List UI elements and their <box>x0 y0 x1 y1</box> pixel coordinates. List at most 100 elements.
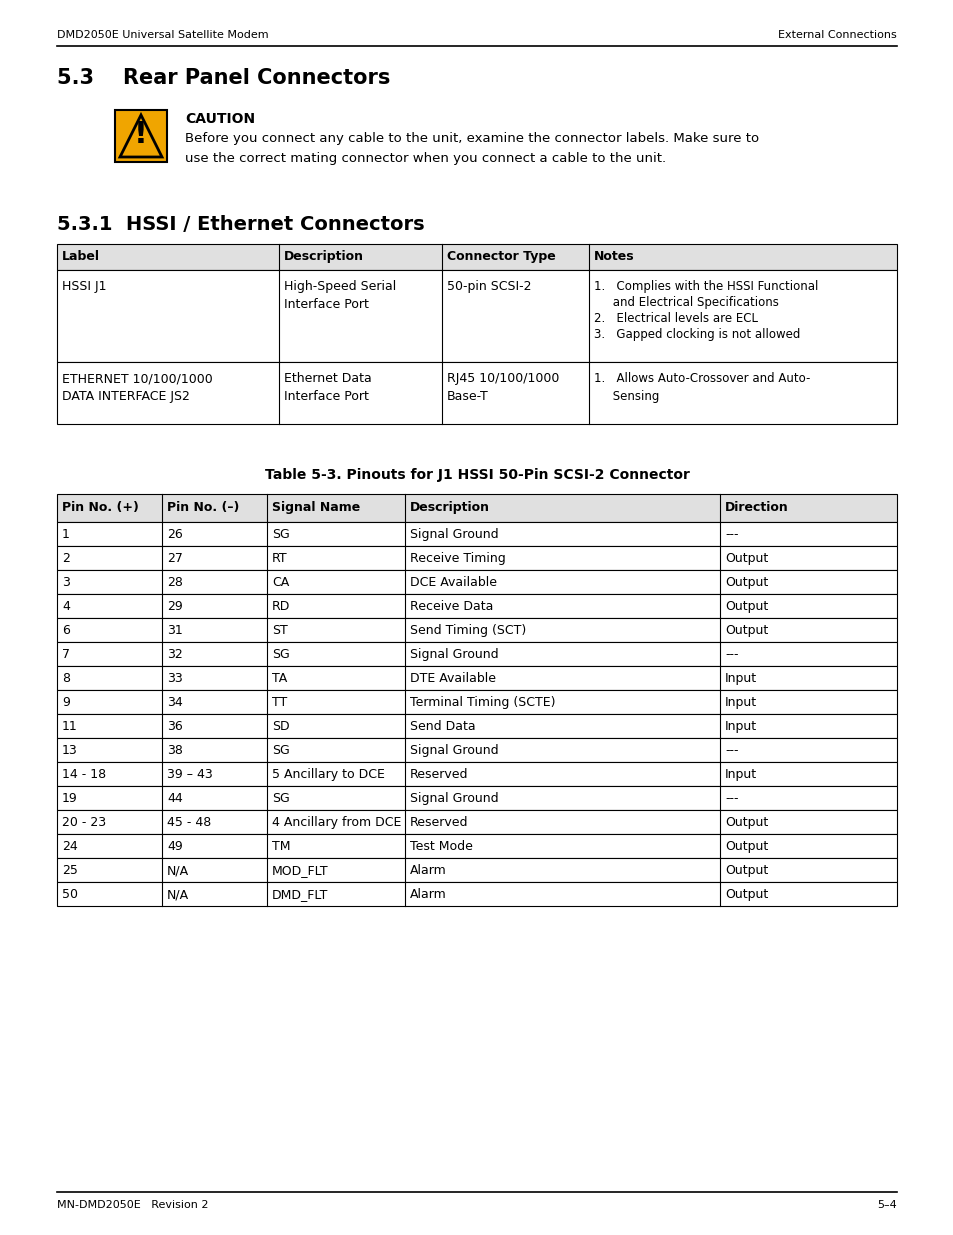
Text: Signal Name: Signal Name <box>272 501 360 514</box>
Bar <box>57 810 896 834</box>
Text: 14 - 18: 14 - 18 <box>62 768 106 781</box>
Text: 50: 50 <box>62 888 78 902</box>
Text: Send Timing (SCT): Send Timing (SCT) <box>410 624 526 637</box>
Text: Output: Output <box>724 816 767 829</box>
Bar <box>57 785 896 810</box>
Text: Receive Data: Receive Data <box>410 600 493 613</box>
Text: Interface Port: Interface Port <box>284 390 369 403</box>
Text: 4: 4 <box>62 600 70 613</box>
Text: 1: 1 <box>62 529 70 541</box>
Bar <box>57 882 896 906</box>
Text: DTE Available: DTE Available <box>410 672 496 685</box>
Text: Terminal Timing (SCTE): Terminal Timing (SCTE) <box>410 697 555 709</box>
Text: Output: Output <box>724 576 767 589</box>
Text: External Connections: External Connections <box>778 30 896 40</box>
Text: Signal Ground: Signal Ground <box>410 529 498 541</box>
Text: 19: 19 <box>62 792 77 805</box>
Text: Output: Output <box>724 600 767 613</box>
Text: SG: SG <box>272 792 290 805</box>
Text: 44: 44 <box>167 792 183 805</box>
Text: Ethernet Data: Ethernet Data <box>284 372 372 385</box>
Text: Receive Timing: Receive Timing <box>410 552 505 564</box>
Text: Label: Label <box>62 249 100 263</box>
Bar <box>57 494 896 522</box>
Text: Description: Description <box>284 249 364 263</box>
Text: TT: TT <box>272 697 287 709</box>
Text: Test Mode: Test Mode <box>410 840 473 853</box>
Bar <box>57 546 896 571</box>
Text: 3.   Gapped clocking is not allowed: 3. Gapped clocking is not allowed <box>594 329 800 341</box>
Text: 34: 34 <box>167 697 183 709</box>
Text: 20 - 23: 20 - 23 <box>62 816 106 829</box>
Text: 36: 36 <box>167 720 183 734</box>
Text: use the correct mating connector when you connect a cable to the unit.: use the correct mating connector when yo… <box>185 152 665 165</box>
Text: CA: CA <box>272 576 289 589</box>
Text: Send Data: Send Data <box>410 720 476 734</box>
Text: ---: --- <box>724 648 738 661</box>
Text: Description: Description <box>410 501 490 514</box>
Bar <box>57 858 896 882</box>
Text: TM: TM <box>272 840 291 853</box>
Bar <box>57 642 896 666</box>
Text: ---: --- <box>724 792 738 805</box>
Text: Alarm: Alarm <box>410 888 446 902</box>
Bar <box>57 618 896 642</box>
Text: Signal Ground: Signal Ground <box>410 743 498 757</box>
Text: Input: Input <box>724 672 757 685</box>
Text: 2: 2 <box>62 552 70 564</box>
Text: Table 5-3. Pinouts for J1 HSSI 50-Pin SCSI-2 Connector: Table 5-3. Pinouts for J1 HSSI 50-Pin SC… <box>264 468 689 482</box>
Text: DMD2050E Universal Satellite Modem: DMD2050E Universal Satellite Modem <box>57 30 269 40</box>
Text: 2.   Electrical levels are ECL: 2. Electrical levels are ECL <box>594 312 758 325</box>
Text: 5 Ancillary to DCE: 5 Ancillary to DCE <box>272 768 384 781</box>
Text: RD: RD <box>272 600 290 613</box>
Text: 1.   Allows Auto-Crossover and Auto-: 1. Allows Auto-Crossover and Auto- <box>594 372 809 385</box>
Text: Before you connect any cable to the unit, examine the connector labels. Make sur: Before you connect any cable to the unit… <box>185 132 759 144</box>
Text: 8: 8 <box>62 672 70 685</box>
Text: 7: 7 <box>62 648 70 661</box>
Text: ---: --- <box>724 529 738 541</box>
Text: ---: --- <box>724 743 738 757</box>
Text: 45 - 48: 45 - 48 <box>167 816 211 829</box>
Text: Signal Ground: Signal Ground <box>410 792 498 805</box>
Text: 33: 33 <box>167 672 183 685</box>
Bar <box>57 270 896 362</box>
Text: Reserved: Reserved <box>410 768 468 781</box>
Polygon shape <box>120 115 162 157</box>
Bar <box>57 714 896 739</box>
Bar <box>57 762 896 785</box>
Text: ETHERNET 10/100/1000: ETHERNET 10/100/1000 <box>62 372 213 385</box>
Text: MOD_FLT: MOD_FLT <box>272 864 328 877</box>
Text: Notes: Notes <box>594 249 634 263</box>
Text: 49: 49 <box>167 840 183 853</box>
Text: 26: 26 <box>167 529 183 541</box>
Bar <box>57 690 896 714</box>
Bar <box>57 834 896 858</box>
Text: ST: ST <box>272 624 288 637</box>
Text: 50-pin SCSI-2: 50-pin SCSI-2 <box>447 280 531 293</box>
Text: Input: Input <box>724 768 757 781</box>
Bar <box>57 594 896 618</box>
Text: Pin No. (+): Pin No. (+) <box>62 501 139 514</box>
Text: 11: 11 <box>62 720 77 734</box>
Text: Output: Output <box>724 552 767 564</box>
Text: 13: 13 <box>62 743 77 757</box>
Text: Output: Output <box>724 864 767 877</box>
Text: 38: 38 <box>167 743 183 757</box>
Bar <box>57 522 896 546</box>
Text: RT: RT <box>272 552 287 564</box>
Text: Connector Type: Connector Type <box>447 249 556 263</box>
Text: CAUTION: CAUTION <box>185 112 254 126</box>
Text: 32: 32 <box>167 648 183 661</box>
Text: HSSI J1: HSSI J1 <box>62 280 107 293</box>
Text: Interface Port: Interface Port <box>284 298 369 311</box>
Text: SD: SD <box>272 720 290 734</box>
Text: Sensing: Sensing <box>594 390 659 403</box>
Text: N/A: N/A <box>167 888 189 902</box>
Text: 29: 29 <box>167 600 183 613</box>
Text: DCE Available: DCE Available <box>410 576 497 589</box>
Text: 25: 25 <box>62 864 78 877</box>
Text: N/A: N/A <box>167 864 189 877</box>
Text: 31: 31 <box>167 624 183 637</box>
Text: SG: SG <box>272 743 290 757</box>
Text: MN-DMD2050E   Revision 2: MN-DMD2050E Revision 2 <box>57 1200 209 1210</box>
